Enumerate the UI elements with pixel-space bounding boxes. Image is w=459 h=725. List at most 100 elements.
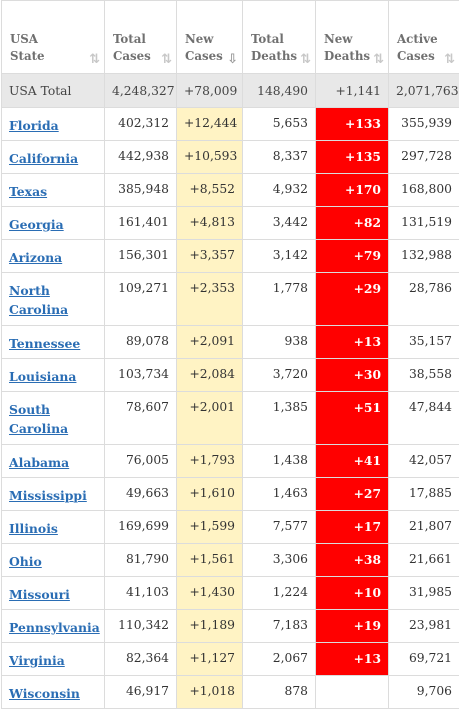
new-cases-cell: +1,127 — [176, 642, 243, 676]
header-label: Cases — [113, 49, 151, 63]
table-row: Illinois 169,699 +1,599 7,577 +17 21,807 — [1, 510, 459, 544]
state-link[interactable]: Texas — [9, 184, 48, 199]
sort-icon[interactable]: ⇅ — [161, 52, 172, 67]
table-row: South Carolina 78,607 +2,001 1,385 +51 47,844 — [1, 391, 459, 445]
new-deaths-cell — [315, 675, 389, 709]
total-deaths-cell: 5,653 — [242, 107, 316, 141]
state-link[interactable]: Illinois — [9, 521, 58, 536]
total-new-cases: +78,009 — [176, 73, 243, 108]
new-deaths-cell: +29 — [315, 272, 389, 326]
table-row: California 442,938 +10,593 8,337 +135 297,728 — [1, 140, 459, 174]
new-deaths-cell: +170 — [315, 173, 389, 207]
state-link[interactable]: Virginia — [9, 653, 65, 668]
new-deaths-cell: +51 — [315, 391, 389, 445]
total-deaths-cell: 878 — [242, 675, 316, 709]
state-cell: Wisconsin — [1, 675, 105, 709]
total-new-deaths: +1,141 — [315, 73, 389, 108]
new-cases-cell: +12,444 — [176, 107, 243, 141]
new-cases-cell: +1,018 — [176, 675, 243, 709]
state-cell: North Carolina — [1, 272, 105, 326]
new-cases-cell: +1,610 — [176, 477, 243, 511]
new-cases-cell: +2,091 — [176, 325, 243, 359]
total-deaths-cell: 8,337 — [242, 140, 316, 174]
active-cases-cell: 35,157 — [388, 325, 459, 359]
header-label: Active — [397, 32, 438, 46]
header-label: Total — [113, 32, 146, 46]
active-cases-cell: 297,728 — [388, 140, 459, 174]
state-cell: Mississippi — [1, 477, 105, 511]
state-cell: Illinois — [1, 510, 105, 544]
total-deaths-cell: 1,463 — [242, 477, 316, 511]
state-link[interactable]: Alabama — [9, 455, 70, 470]
state-link[interactable]: Arizona — [9, 250, 63, 265]
table-row: Alabama 76,005 +1,793 1,438 +41 42,057 — [1, 444, 459, 478]
sort-icon[interactable]: ⇅ — [444, 52, 455, 67]
active-cases-cell: 9,706 — [388, 675, 459, 709]
state-link[interactable]: North Carolina — [9, 283, 69, 317]
state-link[interactable]: California — [9, 151, 79, 166]
new-cases-cell: +1,189 — [176, 609, 243, 643]
new-deaths-cell: +41 — [315, 444, 389, 478]
state-link[interactable]: Georgia — [9, 217, 64, 232]
state-link[interactable]: Missouri — [9, 587, 70, 602]
total-deaths-cell: 1,224 — [242, 576, 316, 610]
state-cell: Missouri — [1, 576, 105, 610]
state-link[interactable]: Tennessee — [9, 336, 81, 351]
new-deaths-cell: +82 — [315, 206, 389, 240]
header-active-cases[interactable]: Active Cases ⇅ — [388, 0, 459, 74]
sort-icon[interactable]: ⇅ — [300, 52, 311, 67]
header-label: USA — [10, 32, 38, 46]
header-label: State — [10, 49, 45, 63]
header-usa-state[interactable]: USA State ⇅ — [1, 0, 105, 74]
total-deaths-cell: 7,577 — [242, 510, 316, 544]
new-cases-cell: +2,084 — [176, 358, 243, 392]
active-cases-cell: 21,807 — [388, 510, 459, 544]
state-link[interactable]: Mississippi — [9, 488, 87, 503]
new-cases-cell: +4,813 — [176, 206, 243, 240]
active-cases-cell: 131,519 — [388, 206, 459, 240]
state-link[interactable]: South Carolina — [9, 402, 69, 436]
header-total-cases[interactable]: Total Cases ⇅ — [104, 0, 177, 74]
header-total-deaths[interactable]: Total Deaths ⇅ — [242, 0, 316, 74]
header-new-deaths[interactable]: New Deaths ⇅ — [315, 0, 389, 74]
state-link[interactable]: Ohio — [9, 554, 42, 569]
table-row: Mississippi 49,663 +1,610 1,463 +27 17,885 — [1, 477, 459, 511]
total-cases-cell: 89,078 — [104, 325, 177, 359]
state-link[interactable]: Florida — [9, 118, 59, 133]
total-cases-cell: 49,663 — [104, 477, 177, 511]
sort-icon[interactable]: ⇅ — [89, 52, 100, 67]
table-row: Florida 402,312 +12,444 5,653 +133 355,939 — [1, 107, 459, 141]
header-new-cases[interactable]: New Cases ⇩ — [176, 0, 243, 74]
header-label: Deaths — [251, 49, 298, 63]
state-cell: Tennessee — [1, 325, 105, 359]
table-row: North Carolina 109,271 +2,353 1,778 +29 28,78… — [1, 272, 459, 326]
table-row: Georgia 161,401 +4,813 3,442 +82 131,519 — [1, 206, 459, 240]
new-deaths-cell: +13 — [315, 642, 389, 676]
new-cases-cell: +3,357 — [176, 239, 243, 273]
header-label: New — [185, 32, 214, 46]
total-cases-cell: 103,734 — [104, 358, 177, 392]
active-cases-cell: 23,981 — [388, 609, 459, 643]
state-link[interactable]: Pennsylvania — [9, 620, 100, 635]
table-row: Virginia 82,364 +1,127 2,067 +13 69,721 — [1, 642, 459, 676]
total-cases-cell: 76,005 — [104, 444, 177, 478]
new-deaths-cell: +10 — [315, 576, 389, 610]
new-deaths-cell: +133 — [315, 107, 389, 141]
header-label: Total — [251, 32, 284, 46]
total-cases-cell: 161,401 — [104, 206, 177, 240]
state-link[interactable]: Louisiana — [9, 369, 77, 384]
state-link[interactable]: Wisconsin — [9, 686, 80, 701]
total-total-cases: 4,248,327 — [104, 73, 177, 108]
new-deaths-cell: +13 — [315, 325, 389, 359]
table-row: Wisconsin 46,917 +1,018 878 9,706 — [1, 675, 459, 709]
total-cases-cell: 78,607 — [104, 391, 177, 445]
header-label: Cases — [185, 49, 223, 63]
sort-desc-icon[interactable]: ⇩ — [227, 52, 238, 67]
state-cell: Georgia — [1, 206, 105, 240]
total-total-deaths: 148,490 — [242, 73, 316, 108]
new-cases-cell: +2,353 — [176, 272, 243, 326]
total-cases-cell: 82,364 — [104, 642, 177, 676]
total-deaths-cell: 3,142 — [242, 239, 316, 273]
total-deaths-cell: 938 — [242, 325, 316, 359]
sort-icon[interactable]: ⇅ — [373, 52, 384, 67]
